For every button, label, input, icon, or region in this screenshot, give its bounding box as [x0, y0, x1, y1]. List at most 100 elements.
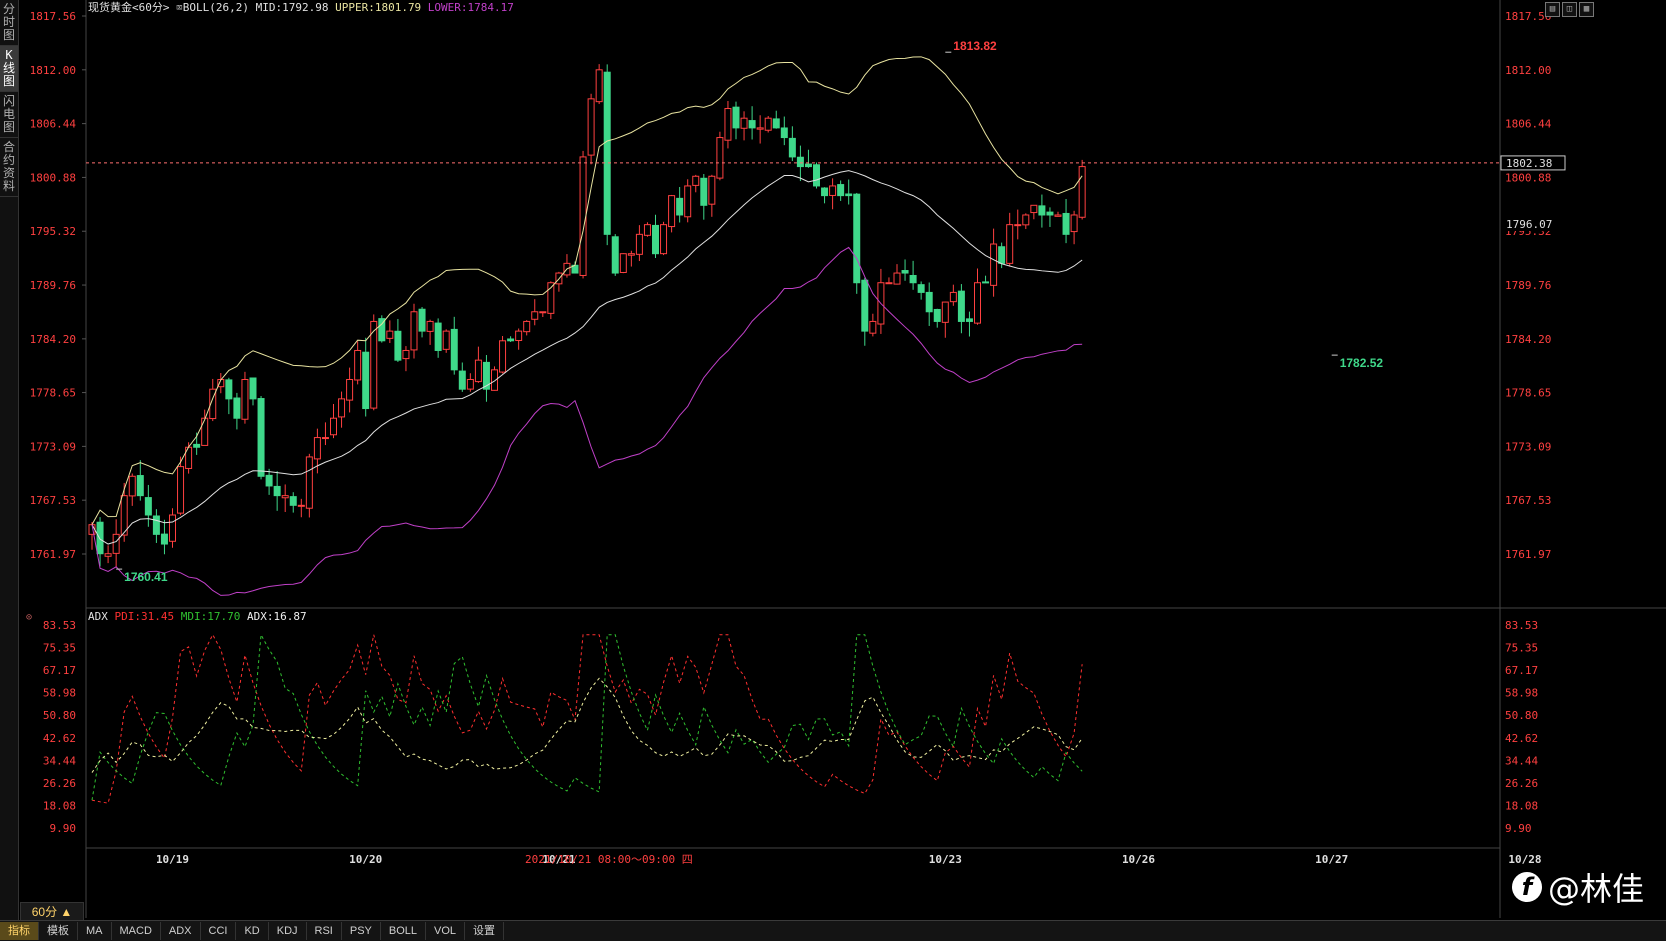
crosshair-price-label: 1796.07: [1506, 218, 1552, 231]
indicator-name: BOLL(26,2): [183, 1, 249, 14]
toolbar-item-BOLL[interactable]: BOLL: [381, 922, 427, 940]
toolbar-item-模板[interactable]: 模板: [39, 922, 78, 940]
toolbar-item-KD[interactable]: KD: [236, 922, 269, 940]
window-button-icon-1[interactable]: ◫: [1562, 2, 1577, 17]
candle-body: [354, 349, 362, 381]
candle-body: [619, 253, 627, 273]
candle-body: [579, 156, 587, 276]
candle-body: [933, 308, 941, 322]
adx-tick-right: 50.80: [1505, 709, 1538, 722]
adx-mdi-line: [91, 633, 1083, 801]
toolbar-item-RSI[interactable]: RSI: [307, 922, 342, 940]
toolbar-item-CCI[interactable]: CCI: [201, 922, 237, 940]
toolbar-item-VOL[interactable]: VOL: [426, 922, 466, 940]
candle-body: [692, 175, 700, 186]
candle-body: [748, 120, 756, 129]
sidebar-item-3[interactable]: 合约资料: [0, 138, 18, 197]
price-tick-right: 1806.44: [1505, 118, 1552, 131]
toolbar-item-KDJ[interactable]: KDJ: [269, 922, 307, 940]
candle-body: [716, 137, 724, 179]
price-tick-left: 1812.00: [30, 64, 76, 77]
adx-tick-left: 83.53: [43, 619, 76, 632]
candle-body: [144, 497, 152, 516]
candle-body: [547, 282, 555, 314]
price-tick-left: 1817.56: [30, 10, 76, 23]
candle-body: [249, 377, 257, 400]
window-button-icon-0[interactable]: ▤: [1545, 2, 1560, 17]
boll-upper-value: UPPER:1801.79: [328, 1, 421, 14]
candle-body: [643, 224, 651, 236]
adx-tick-right: 67.17: [1505, 664, 1538, 677]
toolbar-item-PSY[interactable]: PSY: [342, 922, 381, 940]
adx-adx-value: ADX:16.87: [240, 610, 306, 623]
adx-tick-left: 42.62: [43, 732, 76, 745]
candle-body: [780, 127, 788, 139]
time-tick-label: 10/23: [929, 853, 962, 866]
candle-body: [732, 106, 740, 129]
period-button[interactable]: 60分 ▲: [20, 902, 84, 922]
candle-body: [104, 553, 112, 557]
candle-body: [925, 291, 933, 313]
candle-body: [837, 184, 845, 197]
candle-body: [684, 185, 692, 218]
toolbar-item-MACD[interactable]: MACD: [112, 922, 161, 940]
candle-body: [346, 379, 354, 401]
candle-body: [627, 253, 635, 256]
candle-body: [796, 156, 804, 168]
candle-body: [1038, 205, 1046, 216]
adx-tick-right: 9.90: [1505, 822, 1532, 835]
candle-body: [813, 164, 820, 187]
candle-body: [595, 69, 603, 103]
candle-body: [418, 308, 426, 332]
annotation-low: 1760.41: [124, 570, 168, 584]
candle-body: [313, 437, 321, 460]
price-tick-right: 1778.65: [1505, 387, 1551, 400]
main-header: 现货黄金<60分> ⌧BOLL(26,2) MID:1792.98 UPPER:…: [88, 0, 514, 14]
candle-body: [257, 398, 265, 477]
candle-body: [128, 475, 136, 497]
candle-body: [225, 379, 233, 400]
candle-body: [281, 495, 289, 499]
watermark: f @林佳: [1512, 864, 1644, 910]
time-tick-label: 10/21: [542, 853, 575, 866]
sidebar-item-2[interactable]: 闪电图: [0, 92, 18, 138]
toolbar-item-ADX[interactable]: ADX: [161, 922, 201, 940]
candle-body: [724, 108, 732, 141]
candle-body: [434, 322, 442, 351]
toolbar-item-设置[interactable]: 设置: [465, 922, 505, 940]
candle-body: [635, 233, 643, 255]
candle-body: [160, 533, 168, 545]
candle-body: [901, 270, 909, 274]
candle-body: [668, 195, 676, 228]
price-tick-left: 1778.65: [30, 387, 76, 400]
price-tick-left: 1789.76: [30, 279, 76, 292]
window-button-icon-2[interactable]: ▦: [1579, 2, 1594, 17]
boll-upper-line: [91, 56, 1083, 525]
candle-body: [1070, 214, 1078, 233]
candle-body: [338, 398, 346, 418]
candle-body: [990, 243, 998, 286]
candle-body: [273, 485, 281, 497]
toolbar-item-MA[interactable]: MA: [78, 922, 112, 940]
time-tick-label: 10/20: [349, 853, 382, 866]
candle-body: [491, 369, 498, 391]
candle-body: [233, 397, 241, 419]
watermark-text: @林佳: [1548, 870, 1645, 908]
candle-body: [193, 443, 201, 448]
adx-tick-right: 18.08: [1505, 799, 1538, 812]
candle-body: [523, 320, 531, 333]
adx-mdi-value: MDI:17.70: [174, 610, 240, 623]
toolbar-item-指标[interactable]: 指标: [0, 922, 39, 940]
adx-tick-left: 18.08: [43, 799, 76, 812]
candle-body: [201, 417, 209, 446]
sidebar-item-0[interactable]: 分时图: [0, 0, 18, 46]
boll-mid-value: MID:1792.98: [249, 1, 328, 14]
adx-tick-right: 83.53: [1505, 619, 1538, 632]
candle-body: [740, 117, 748, 129]
candle-body: [949, 291, 957, 303]
candle-body: [169, 514, 176, 542]
candle-body: [321, 437, 329, 440]
chart-title: 现货黄金<60分>: [88, 0, 170, 14]
